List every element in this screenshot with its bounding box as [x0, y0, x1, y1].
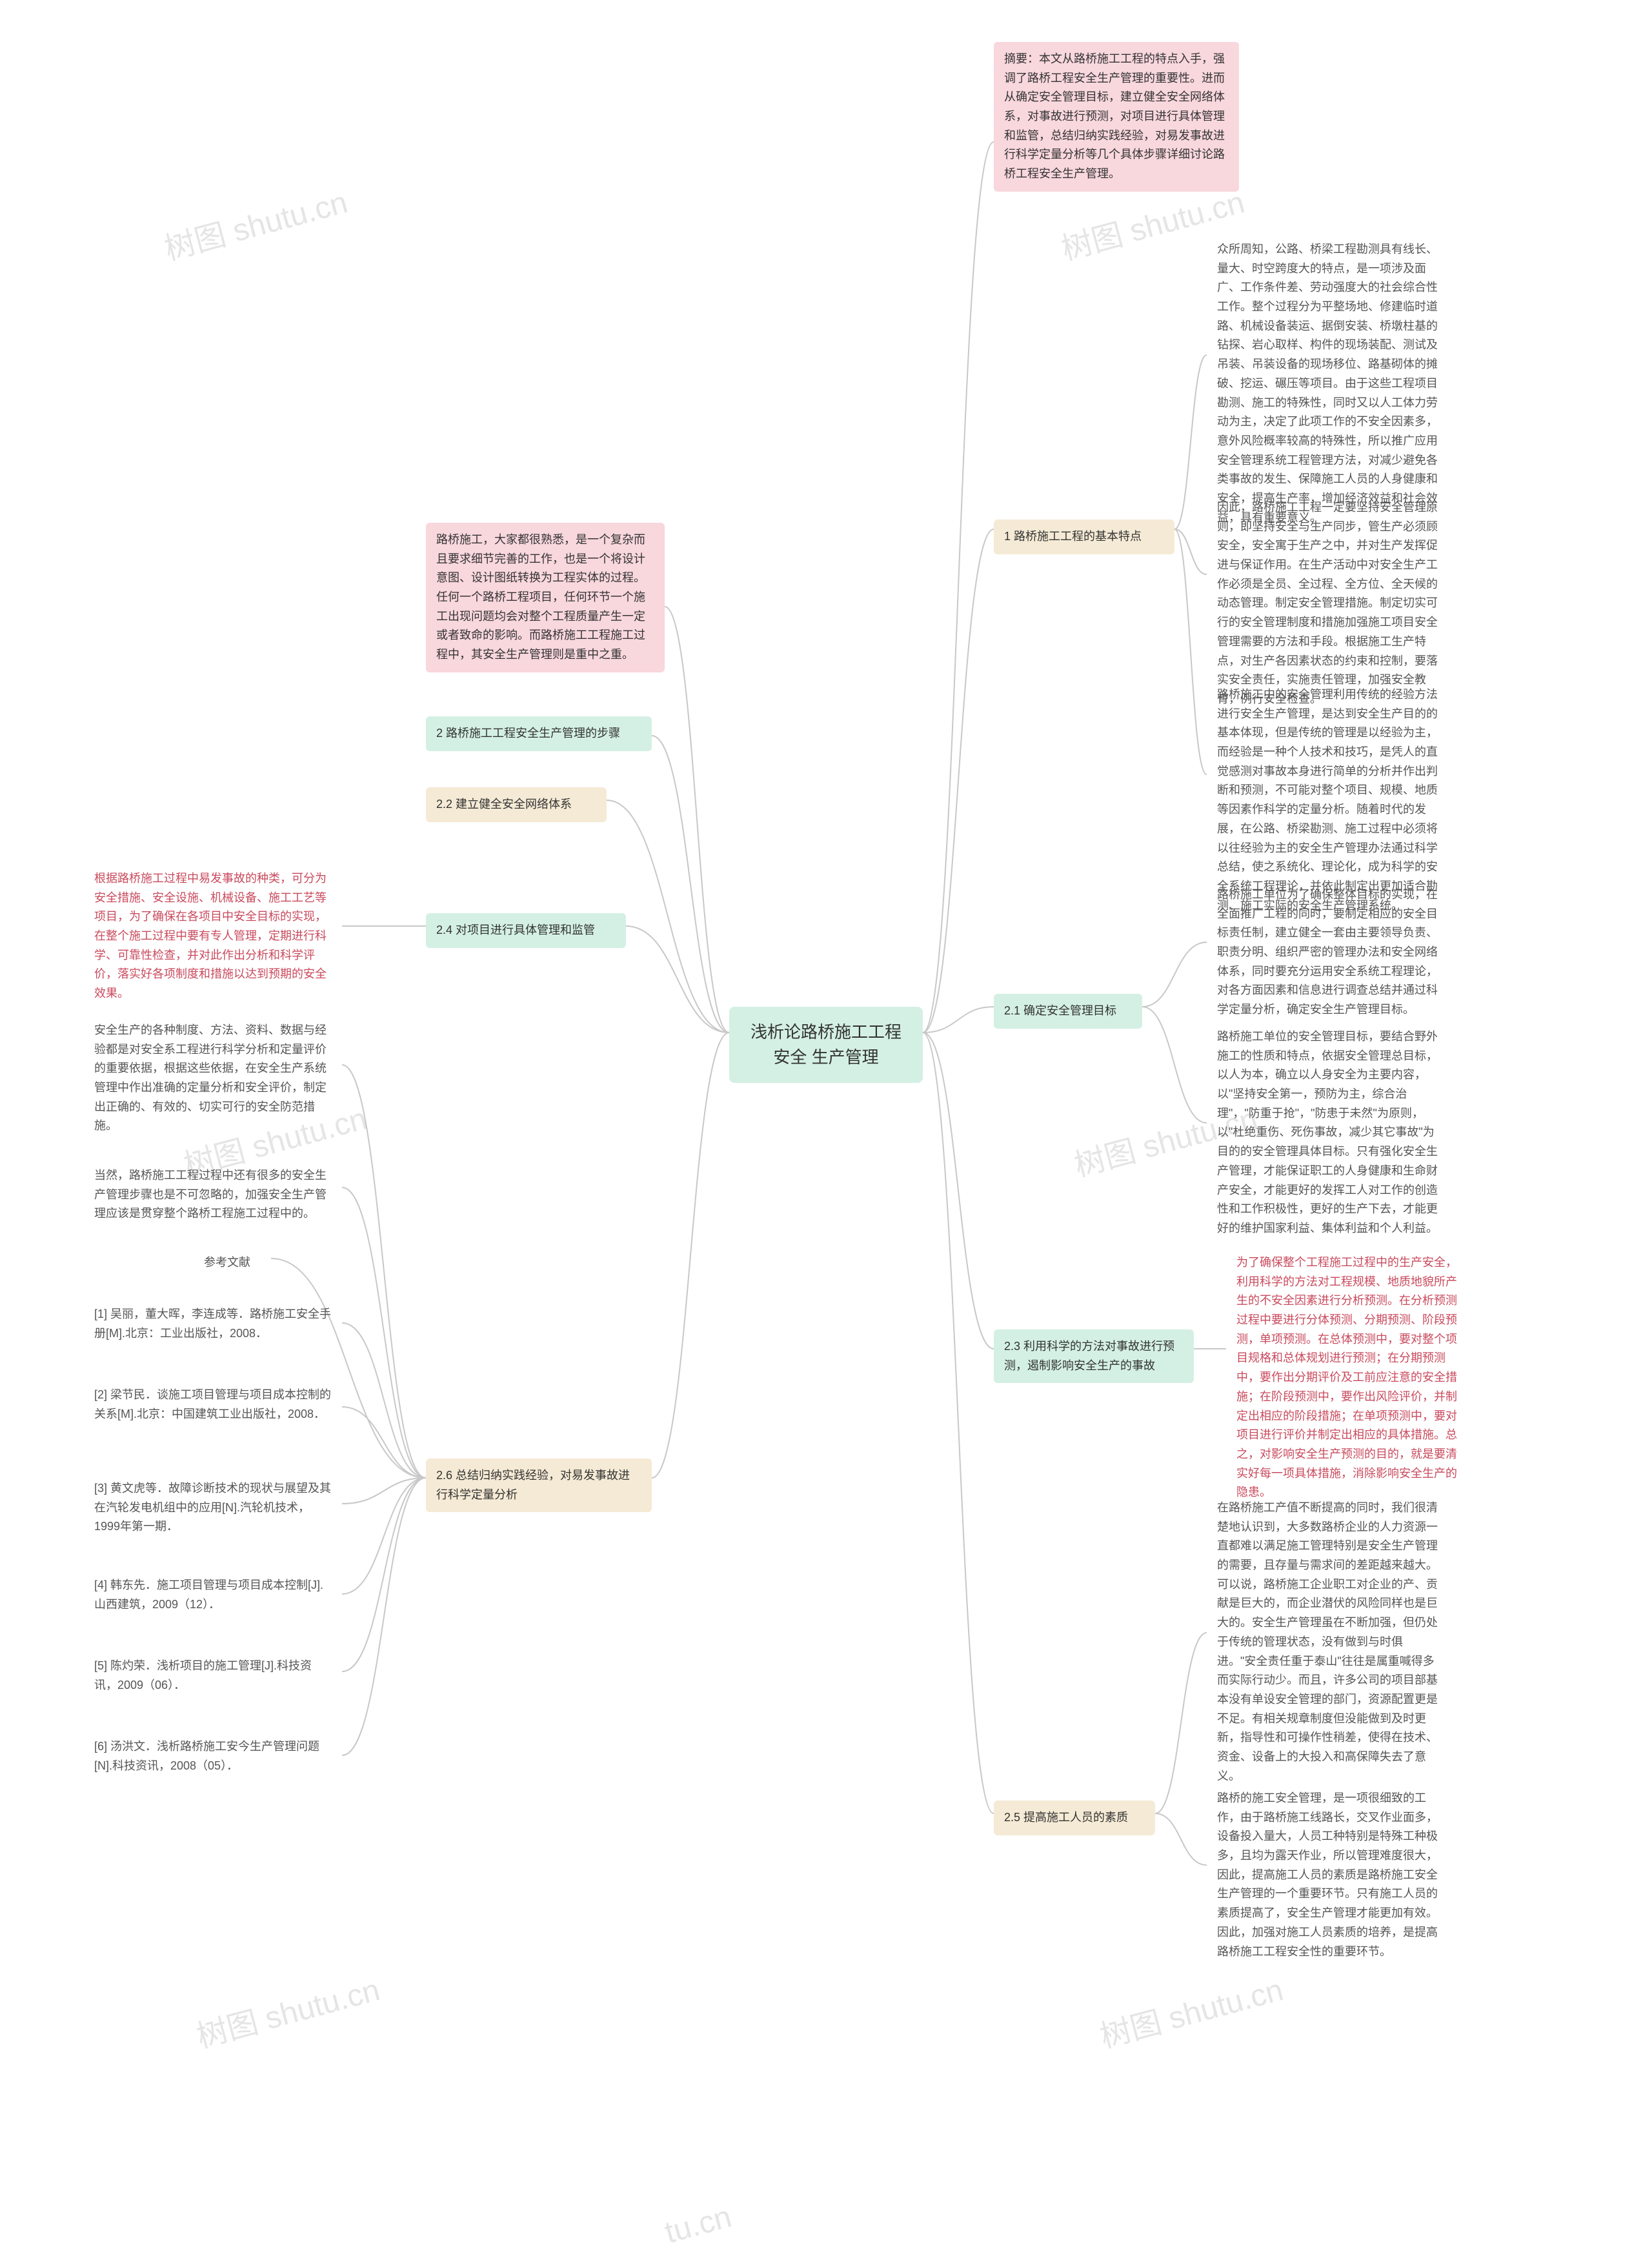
section-2-3[interactable]: 2.3 利用科学的方法对事故进行预测，遏制影响安全生产的事故 — [994, 1329, 1194, 1383]
reference-2: [2] 梁节民．谈施工项目管理与项目成本控制的关系[M].北京：中国建筑工业出版… — [84, 1378, 342, 1431]
section-2-4-detail: 根据路桥施工过程中易发事故的种类，可分为安全措施、安全设施、机械设备、施工工艺等… — [84, 862, 342, 1011]
section-2-1-detail-b: 路桥施工单位的安全管理目标，要结合野外施工的性质和特点，依据安全管理总目标，以人… — [1207, 1020, 1452, 1246]
center-node[interactable]: 浅析论路桥施工工程安全 生产管理 — [729, 1007, 923, 1083]
reference-6: [6] 汤洪文．浅析路桥施工安今生产管理问题[N].科技资讯，2008（05）． — [84, 1730, 342, 1783]
section-2-1-detail-a: 路桥施工单位为了确保整体目标的实现，在全面推广工程的同时，要制定相应的安全目标责… — [1207, 878, 1452, 1027]
reference-5: [5] 陈灼荣．浅析项目的施工管理[J].科技资讯，2009（06）． — [84, 1649, 342, 1702]
reference-4: [4] 韩东先．施工项目管理与项目成本控制[J].山西建筑，2009（12）． — [84, 1568, 342, 1622]
section-2-1[interactable]: 2.1 确定安全管理目标 — [994, 994, 1142, 1029]
section-2-6-detail-a: 安全生产的各种制度、方法、资料、数据与经验都是对安全系工程进行科学分析和定量评价… — [84, 1013, 342, 1144]
section-2-3-detail: 为了确保整个工程施工过程中的生产安全，利用科学的方法对工程规模、地质地貌所产生的… — [1226, 1246, 1471, 1510]
section-2-6-detail-b: 当然，路桥施工工程过程中还有很多的安全生产管理步骤也是不可忽略的，加强安全生产管… — [84, 1158, 342, 1231]
section-2-4[interactable]: 2.4 对项目进行具体管理和监管 — [426, 913, 626, 948]
section-2-5-detail-b: 路桥的施工安全管理，是一项很细致的工作，由于路桥施工线路长，交叉作业面多，设备投… — [1207, 1781, 1452, 1969]
reference-1: [1] 吴丽，董大晖，李连成等．路桥施工安全手册[M].北京：工业出版社，200… — [84, 1297, 342, 1351]
section-2-5[interactable]: 2.5 提高施工人员的素质 — [994, 1801, 1155, 1835]
watermark: tu.cn — [661, 2199, 736, 2250]
intro-left[interactable]: 路桥施工，大家都很熟悉，是一个复杂而且要求细节完善的工作，也是一个将设计意图、设… — [426, 523, 665, 672]
section-2-2[interactable]: 2.2 建立健全安全网络体系 — [426, 787, 607, 822]
section-1[interactable]: 1 路桥施工工程的基本特点 — [994, 520, 1174, 554]
section-1-detail-a: 众所周知，公路、桥梁工程勘测具有线长、量大、时空跨度大的特点，是一项涉及面广、工… — [1207, 232, 1452, 535]
section-2-6[interactable]: 2.6 总结归纳实践经验，对易发事故进行科学定量分析 — [426, 1459, 652, 1512]
watermark: 树图 shutu.cn — [159, 177, 352, 269]
references-label: 参考文献 — [194, 1246, 271, 1280]
abstract-node[interactable]: 摘要：本文从路桥施工工程的特点入手，强调了路桥工程安全生产管理的重要性。进而从确… — [994, 42, 1239, 192]
section-2[interactable]: 2 路桥施工工程安全生产管理的步骤 — [426, 716, 652, 751]
reference-3: [3] 黄文虎等．故障诊断技术的现状与展望及其在汽轮发电机组中的应用[N].汽轮… — [84, 1471, 342, 1544]
watermark: 树图 shutu.cn — [191, 1964, 384, 2057]
section-2-5-detail-a: 在路桥施工产值不断提高的同时，我们很清楚地认识到，大多数路桥企业的人力资源一直都… — [1207, 1491, 1452, 1793]
watermark: 树图 shutu.cn — [1094, 1964, 1287, 2057]
